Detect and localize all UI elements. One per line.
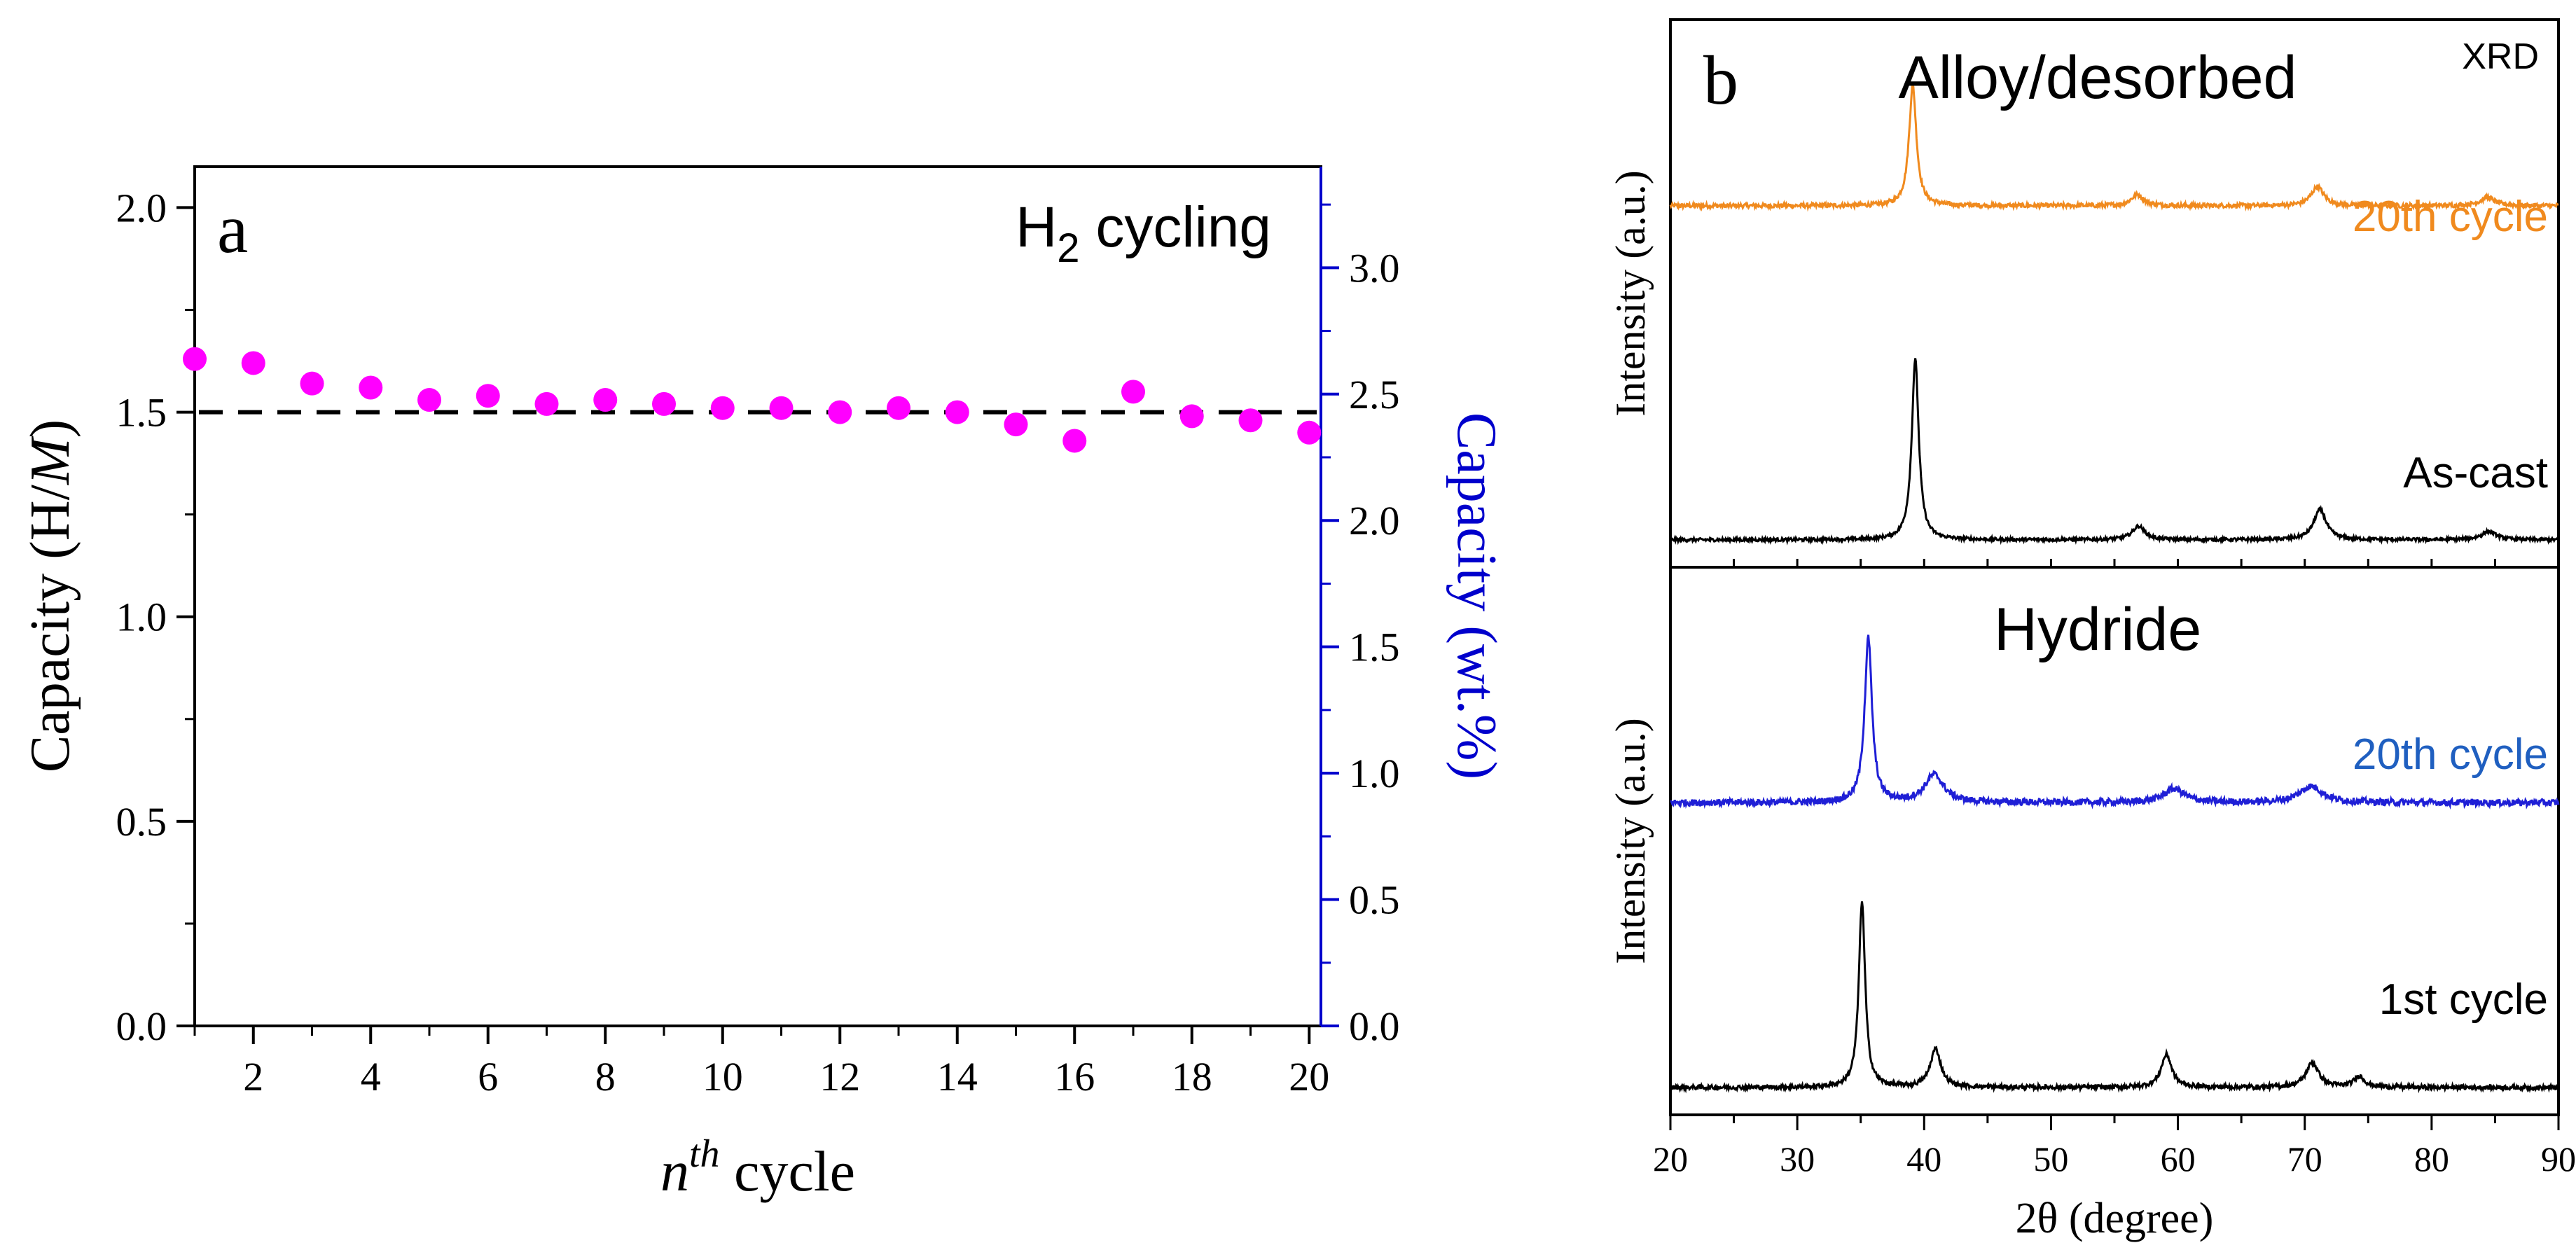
data-point — [769, 396, 794, 420]
x-tick-label: 6 — [478, 1054, 498, 1099]
y-right-tick-label: 0.5 — [1349, 877, 1400, 923]
top-y-axis-label: Intensity (a.u.) — [1607, 170, 1654, 417]
y-left-tick-label: 0.0 — [116, 1003, 167, 1049]
curve-label-as-cast: As-cast — [2403, 449, 2548, 497]
x-tick-label: 14 — [937, 1054, 978, 1099]
y-left-tick-label: 0.5 — [116, 799, 167, 845]
panel-b-label: b — [1703, 41, 1738, 119]
bottom-y-axis-label: Intensity (a.u.) — [1607, 718, 1654, 964]
x-axis-label: nth cycle — [660, 1132, 855, 1203]
x-tick-label: 30 — [1780, 1139, 1815, 1179]
x-tick-label: 50 — [2033, 1139, 2068, 1179]
panel-b: 20 30 40 50 60 70 80 90 b XRD Alloy/desorbed Hy… — [1607, 18, 2576, 1242]
data-point — [945, 400, 969, 424]
xrd-curve — [1669, 358, 2559, 546]
x-tick-label: 80 — [2414, 1139, 2449, 1179]
data-point — [183, 347, 207, 371]
y-right-tick-label: 3.0 — [1349, 245, 1400, 291]
xrd-curve — [1669, 83, 2559, 212]
y-axis-right: 0.0 0.5 1.0 1.5 2.0 2.5 3.0 — [1321, 203, 1400, 1049]
data-point — [1121, 380, 1145, 404]
panel-a: 2 4 6 8 10 12 14 16 18 20 0.0 0.5 1.0 1.5 2.0 0.0 0.5 1… — [20, 165, 1507, 1203]
left-y-axis-label: Capacity (H/M) — [20, 419, 81, 772]
panel-a-label: a — [217, 190, 248, 268]
y-left-tick-label: 1.0 — [116, 595, 167, 640]
xrd-curve — [1669, 901, 2559, 1094]
x-tick-label: 2 — [243, 1054, 263, 1099]
y-axis-left: 0.0 0.5 1.0 1.5 2.0 — [116, 185, 195, 1049]
y-left-tick-label: 1.5 — [116, 390, 167, 436]
right-y-axis-label: Capacity (wt.%) — [1446, 412, 1507, 779]
x-tick-label: 20 — [1653, 1139, 1688, 1179]
data-point — [534, 391, 559, 416]
x-tick-label: 4 — [361, 1054, 381, 1099]
data-points — [183, 347, 1322, 453]
x-tick-label: 40 — [1906, 1139, 1941, 1179]
x-tick-label: 10 — [702, 1054, 743, 1099]
panel-b-x-axis-label: 2θ (degree) — [2016, 1195, 2214, 1242]
bottom-subpanel-title: Hydride — [1994, 596, 2201, 663]
x-tick-label: 8 — [595, 1054, 616, 1099]
y-right-tick-label: 1.5 — [1349, 625, 1400, 670]
x-tick-label: 12 — [819, 1054, 860, 1099]
x-axis: 20 30 40 50 60 70 80 90 — [1653, 559, 2576, 1179]
xrd-curve — [1670, 634, 2560, 810]
panel-a-frame — [193, 165, 1322, 1027]
panel-b-corner-note: XRD — [2462, 36, 2539, 77]
data-point — [828, 400, 852, 424]
data-point — [1238, 408, 1263, 433]
data-point — [417, 388, 441, 412]
panel-a-title: H2 cycling — [1016, 195, 1271, 271]
y-right-tick-label: 2.0 — [1349, 498, 1400, 543]
data-point — [241, 351, 265, 375]
x-tick-label: 60 — [2161, 1139, 2196, 1179]
xrd-curves — [1669, 83, 2560, 1094]
data-point — [1179, 404, 1204, 429]
x-tick-label: 70 — [2287, 1139, 2322, 1179]
data-point — [652, 391, 676, 416]
y-right-tick-label: 0.0 — [1349, 1003, 1400, 1049]
data-point — [593, 388, 618, 412]
data-point — [1062, 429, 1087, 453]
curve-label-top-20th: 20th cycle — [2353, 193, 2548, 241]
curve-label-1st: 1st cycle — [2379, 975, 2548, 1024]
data-point — [710, 396, 735, 420]
x-tick-label: 16 — [1054, 1054, 1095, 1099]
data-point — [300, 371, 324, 396]
top-subpanel-title: Alloy/desorbed — [1899, 44, 2297, 111]
data-point — [887, 396, 910, 420]
data-point — [359, 375, 383, 400]
data-point — [476, 384, 500, 408]
y-left-tick-label: 2.0 — [116, 185, 167, 230]
curve-label-bottom-20th: 20th cycle — [2353, 730, 2548, 779]
data-point — [1297, 420, 1322, 445]
x-tick-label: 18 — [1172, 1054, 1212, 1099]
y-right-tick-label: 2.5 — [1349, 372, 1400, 417]
data-point — [1004, 412, 1028, 437]
x-tick-label: 20 — [1289, 1054, 1329, 1099]
y-right-tick-label: 1.0 — [1349, 751, 1400, 796]
x-tick-label: 90 — [2541, 1139, 2576, 1179]
x-axis: 2 4 6 8 10 12 14 16 18 20 — [193, 1026, 1329, 1099]
